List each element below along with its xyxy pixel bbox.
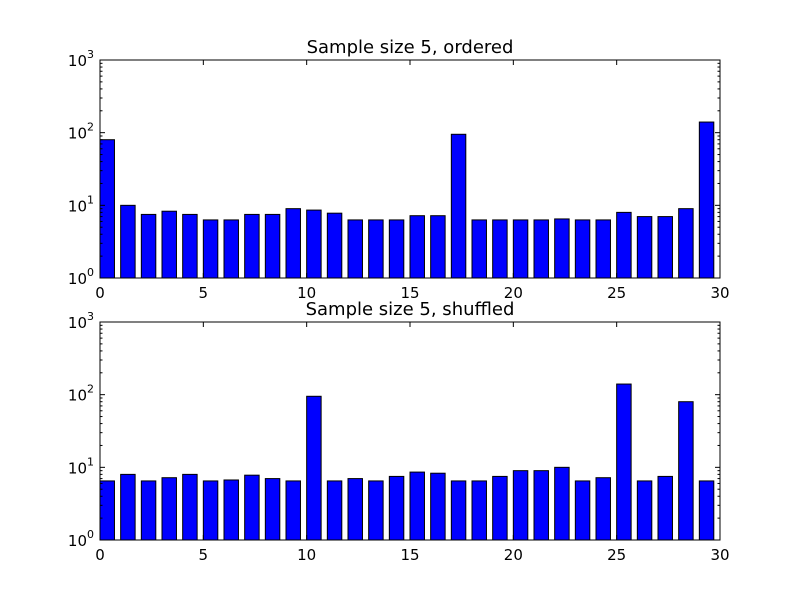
bar <box>244 213 260 279</box>
bar <box>347 219 363 279</box>
y-tick-label: 101 <box>68 455 94 477</box>
y-axis-tick-labels: 100 101 102 103 <box>68 310 94 550</box>
chart-ordered: Sample size 5, ordered 0 5 10 15 20 25 30 1001… <box>68 37 730 302</box>
chart-title: Sample size 5, shuffled <box>306 299 515 320</box>
bar <box>471 480 487 541</box>
y-tick-label: 100 <box>68 266 94 288</box>
bar <box>636 216 653 279</box>
y-tick-label: 101 <box>68 193 94 215</box>
bar <box>450 133 467 279</box>
bar <box>409 215 425 279</box>
bar <box>698 121 715 279</box>
bar <box>471 219 487 279</box>
bar <box>512 219 529 279</box>
bar <box>533 219 549 279</box>
bar <box>492 219 508 279</box>
y-axis-tick-labels: 100 101 102 103 <box>68 48 94 288</box>
bar <box>140 213 157 279</box>
x-tick-label: 0 <box>95 546 105 564</box>
bar-series <box>99 121 715 279</box>
x-tick-label: 5 <box>199 284 209 302</box>
x-tick-label: 25 <box>607 546 626 564</box>
bar <box>450 480 467 541</box>
bar <box>430 472 446 541</box>
bar <box>574 219 591 279</box>
bar <box>698 480 715 541</box>
bar <box>595 477 611 541</box>
y-tick-label: 102 <box>68 383 94 405</box>
bar <box>368 219 384 279</box>
bar <box>223 219 239 279</box>
bar <box>554 466 570 541</box>
bar <box>202 219 219 279</box>
bar <box>409 471 425 541</box>
y-tick-label: 103 <box>68 48 94 70</box>
bar <box>326 212 343 279</box>
x-tick-label: 15 <box>400 284 419 302</box>
bar <box>574 480 591 541</box>
chart-shuffled: Sample size 5, shuffled 0 5 10 15 20 25 30 100… <box>68 299 730 564</box>
bar <box>264 478 281 541</box>
bar <box>161 210 177 279</box>
bar <box>264 213 281 279</box>
x-tick-label: 5 <box>199 546 209 564</box>
bar <box>347 478 363 541</box>
bar <box>388 219 405 279</box>
bar <box>678 401 694 541</box>
bar <box>244 474 260 541</box>
x-tick-label: 15 <box>400 546 419 564</box>
bar <box>616 211 632 279</box>
bar <box>161 477 177 541</box>
bar <box>636 480 653 541</box>
x-tick-label: 10 <box>297 546 316 564</box>
bar <box>430 215 446 279</box>
x-tick-label: 25 <box>607 284 626 302</box>
bar <box>492 475 508 541</box>
bar <box>512 470 529 541</box>
bar <box>657 475 673 541</box>
bar <box>595 219 611 279</box>
x-tick-label: 0 <box>95 284 105 302</box>
x-tick-label: 10 <box>297 284 316 302</box>
bar <box>120 204 136 279</box>
x-tick-label: 20 <box>504 284 523 302</box>
y-tick-label: 102 <box>68 121 94 143</box>
bar <box>285 208 301 279</box>
bar <box>182 473 198 541</box>
bar <box>368 480 384 541</box>
x-axis-tick-labels: 0 5 10 15 20 25 30 <box>95 284 729 302</box>
bar <box>182 213 198 279</box>
bar <box>306 395 322 541</box>
x-axis-tick-labels: 0 5 10 15 20 25 30 <box>95 546 729 564</box>
x-tick-label: 20 <box>504 546 523 564</box>
bar <box>223 479 239 541</box>
y-tick-label: 100 <box>68 528 94 550</box>
bar <box>99 480 115 541</box>
x-tick-label: 30 <box>710 546 729 564</box>
bar-series <box>99 383 715 541</box>
bar <box>285 480 301 541</box>
bar <box>533 470 549 541</box>
bar <box>678 208 694 279</box>
bar <box>554 218 570 279</box>
bar <box>616 383 632 541</box>
chart-title: Sample size 5, ordered <box>307 37 514 58</box>
bar <box>388 475 405 541</box>
axes-frame <box>99 59 721 279</box>
bar <box>140 480 157 541</box>
axes-frame <box>99 321 721 541</box>
bar <box>202 480 219 541</box>
x-tick-label: 30 <box>710 284 729 302</box>
bar <box>657 216 673 279</box>
y-tick-label: 103 <box>68 310 94 332</box>
bar <box>120 473 136 541</box>
bar <box>326 480 343 541</box>
bar <box>306 209 322 279</box>
